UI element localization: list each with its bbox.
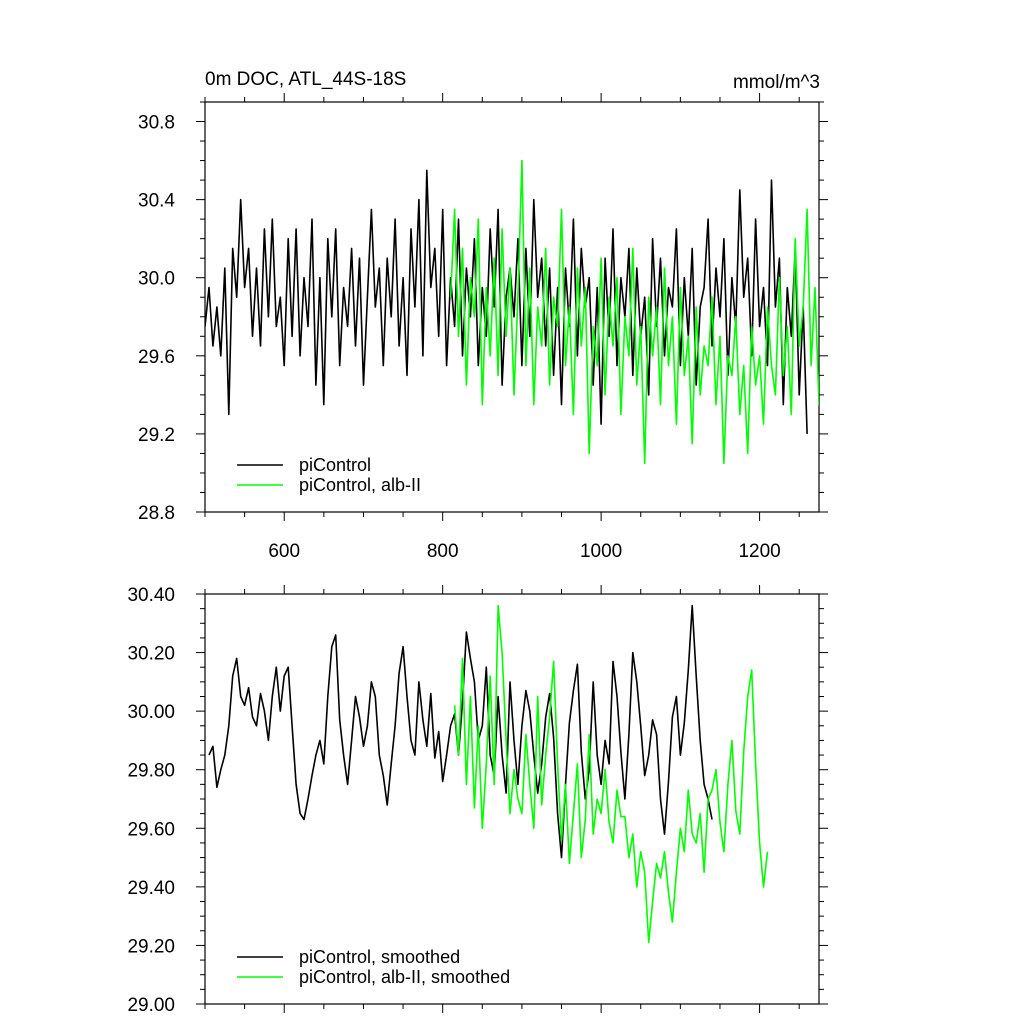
y-tick-label: 30.40 bbox=[127, 585, 175, 606]
series-line-alb-ii bbox=[449, 159, 819, 465]
series-line-picontrol bbox=[205, 169, 808, 434]
y-tick-label: 30.20 bbox=[127, 644, 175, 665]
x-tick-label: 600 bbox=[268, 541, 300, 562]
x-tick-label: 800 bbox=[427, 541, 459, 562]
y-tick-label: 28.8 bbox=[138, 503, 175, 524]
series-line-picontrol bbox=[208, 604, 713, 859]
plot-frame bbox=[204, 101, 820, 513]
series-lines bbox=[205, 159, 819, 465]
axis-ticks: 600 800 1000 1200 28.8 29.2 29.6 30.0 30.4 30.8 bbox=[138, 93, 828, 562]
legend-label: piControl bbox=[299, 455, 371, 475]
legend-label: piControl, alb-II bbox=[299, 475, 421, 495]
y-tick-label: 29.6 bbox=[138, 347, 175, 368]
series-line-alb-ii bbox=[453, 604, 769, 944]
x-tick-label: 1200 bbox=[738, 541, 780, 562]
y-tick-label: 29.20 bbox=[127, 936, 175, 957]
units-label: mmol/m^3 bbox=[733, 72, 820, 93]
bottom-panel: 29.00 29.20 29.40 29.60 29.80 30.00 30.20 30.40… bbox=[127, 585, 828, 1016]
axis-ticks: 29.00 29.20 29.40 29.60 29.80 30.00 30.20 30.40 bbox=[127, 585, 828, 1016]
chart-title: 0m DOC, ATL_44S-18S bbox=[205, 69, 406, 90]
y-tick-label: 29.60 bbox=[127, 819, 175, 840]
legend-label: piControl, smoothed bbox=[299, 947, 460, 967]
legend-label: piControl, alb-II, smoothed bbox=[299, 967, 510, 987]
y-tick-label: 29.00 bbox=[127, 995, 175, 1016]
y-tick-label: 29.80 bbox=[127, 761, 175, 782]
series-lines bbox=[208, 604, 769, 944]
y-tick-label: 30.8 bbox=[138, 113, 175, 134]
x-tick-label: 1000 bbox=[580, 541, 622, 562]
y-tick-label: 29.40 bbox=[127, 878, 175, 899]
y-tick-label: 29.2 bbox=[138, 425, 175, 446]
y-tick-label: 30.0 bbox=[138, 269, 175, 290]
top-panel: 0m DOC, ATL_44S-18S mmol/m^3 600 800 1000 1… bbox=[138, 69, 828, 562]
y-tick-label: 30.00 bbox=[127, 702, 175, 723]
y-tick-label: 30.4 bbox=[138, 191, 175, 212]
